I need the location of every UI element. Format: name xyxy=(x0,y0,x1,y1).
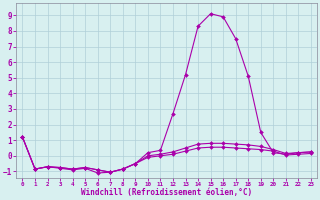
X-axis label: Windchill (Refroidissement éolien,°C): Windchill (Refroidissement éolien,°C) xyxy=(81,188,252,197)
